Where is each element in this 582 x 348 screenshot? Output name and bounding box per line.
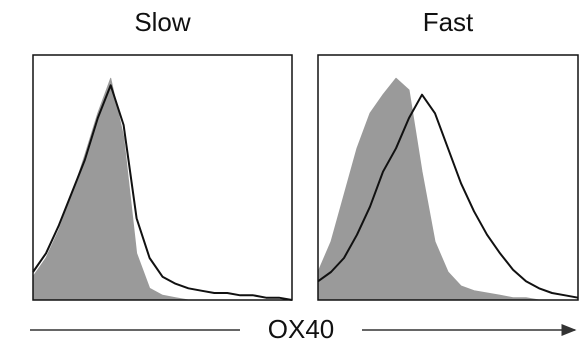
panel-frame xyxy=(317,54,579,301)
panel-frame xyxy=(32,54,293,301)
panel-title: Slow xyxy=(134,7,191,37)
histogram-area xyxy=(317,77,579,301)
histogram-area xyxy=(32,77,293,301)
x-axis-label: OX40 xyxy=(268,314,335,344)
histogram-line xyxy=(32,84,293,301)
histogram-line xyxy=(317,93,579,299)
panel-title: Fast xyxy=(423,7,474,37)
